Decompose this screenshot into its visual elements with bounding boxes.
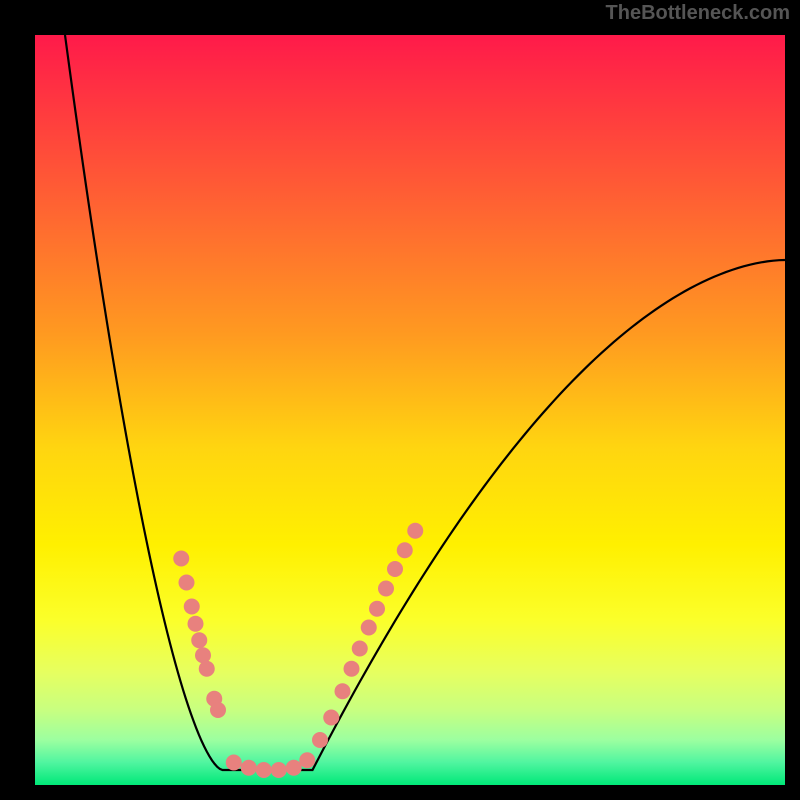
data-marker [199, 661, 215, 677]
data-marker [191, 632, 207, 648]
data-marker [179, 575, 195, 591]
gradient-background [35, 35, 785, 785]
data-marker [407, 523, 423, 539]
chart-frame: TheBottleneck.com [0, 0, 800, 800]
data-marker [369, 601, 385, 617]
data-marker [188, 616, 204, 632]
data-marker [210, 702, 226, 718]
data-marker [195, 647, 211, 663]
data-marker [361, 620, 377, 636]
data-marker [323, 710, 339, 726]
data-marker [184, 599, 200, 615]
data-marker [271, 762, 287, 778]
data-marker [344, 661, 360, 677]
data-marker [286, 760, 302, 776]
data-marker [352, 641, 368, 657]
plot-area [35, 35, 785, 785]
data-marker [378, 581, 394, 597]
data-marker [226, 755, 242, 771]
data-marker [387, 561, 403, 577]
watermark-text: TheBottleneck.com [606, 2, 790, 25]
data-marker [173, 551, 189, 567]
data-marker [256, 762, 272, 778]
data-marker [335, 683, 351, 699]
plot-svg [35, 35, 785, 785]
data-marker [241, 760, 257, 776]
data-marker [299, 752, 315, 768]
data-marker [312, 732, 328, 748]
data-marker [397, 542, 413, 558]
